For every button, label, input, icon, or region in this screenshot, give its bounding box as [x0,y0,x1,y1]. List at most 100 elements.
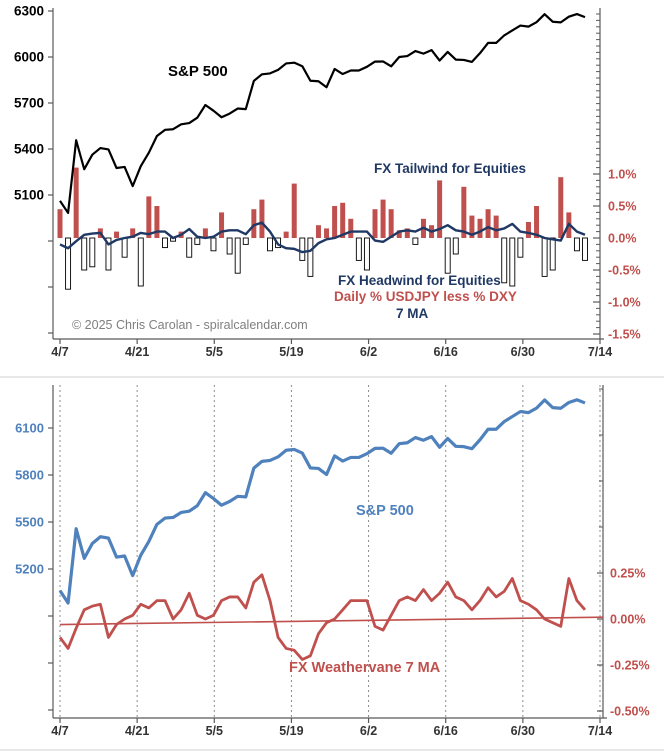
fx-bar-positive [404,228,410,238]
daily-fx-bars [57,167,588,290]
top-y-left-label: 6300 [14,4,44,19]
fx-bar-positive [57,209,63,238]
fx-bar-negative [444,237,451,274]
fx-bar-negative [501,237,508,284]
top-y-right-label: 0.0% [608,232,637,246]
bottom-y-left-label: 6100 [15,421,44,436]
bottom-sp500-label: S&P 500 [356,503,414,519]
fx-bar-positive [348,218,354,238]
fx-bar-negative [186,237,193,258]
bottom-x-label: 5/5 [206,724,223,738]
bottom-x-label: 6/16 [434,724,458,738]
fx-bar-negative [226,237,233,255]
fx-bar-positive [469,215,475,238]
weathervane-line [58,573,587,661]
fx-bar-negative [509,237,516,287]
fx-bar-negative [242,237,249,245]
fx-bar-negative [517,237,524,258]
fx-bar-negative [299,237,306,261]
daily-series-label: Daily % USDJPY less % DXY [334,289,517,304]
fx-bar-positive [283,231,289,238]
fx-bar-positive [437,180,443,238]
fx-bar-positive [380,199,386,238]
fx-bar-positive [396,230,402,238]
bottom-x-label: 4/7 [51,724,68,738]
fx-bar-positive [525,222,531,238]
sp500-line-top [59,12,586,215]
fx-bar-negative [267,237,273,252]
bottom-y-right-label: 0.25% [610,567,645,581]
bottom-y-left-label: 5800 [15,468,44,483]
sp500-line-bottom [58,398,586,605]
bottom-x-label: 7/14 [588,724,612,738]
fx-bar-positive [485,209,491,238]
fx-bar-negative [549,237,556,271]
fx-bar-positive [324,228,330,238]
fx-bar-negative [65,237,72,290]
fx-bar-negative [582,237,588,261]
fx-bar-negative [121,237,128,258]
top-x-label: 4/21 [125,345,149,359]
fx-bar-positive [73,167,79,238]
top-sp500-label: S&P 500 [168,63,228,80]
fx-bar-positive [202,228,208,238]
bottom-sp500-line-group [58,398,586,605]
bottom-x-label: 4/21 [125,724,149,738]
bottom-x-label: 5/19 [279,724,303,738]
fx-bar-positive [493,215,499,238]
top-y-left-label: 5100 [14,188,44,203]
copyright-text: © 2025 Chris Carolan - spiralcalendar.co… [72,318,308,332]
bottom-y-right-label: -0.50% [610,705,650,719]
ma7-label: 7 MA [396,306,429,321]
top-x-label: 5/19 [279,345,303,359]
fx-bar-positive [315,225,321,238]
top-x-label: 6/16 [434,345,458,359]
fx-bar-positive [154,206,160,238]
fx-bar-negative [452,237,459,255]
fx-bar-negative [412,237,419,245]
fx-bar-positive [558,177,564,238]
top-sp500-line [59,12,586,215]
fx-bar-negative [210,237,217,252]
top-x-label: 5/5 [206,345,223,359]
top-x-label: 4/7 [51,345,68,359]
top-y-left-label: 5700 [14,96,44,111]
top-y-right-label: -0.5% [608,264,641,278]
top-y-right-label: -1.0% [608,296,641,310]
fx-bar-negative [573,237,580,252]
fx-bar-positive [340,202,346,238]
top-x-label: 6/30 [511,345,535,359]
fx-bar-positive [291,183,297,238]
bottom-chart-axes: 6100 5800 5500 5200 0.25% 0.00% -0.25% -0.50% 4/… [15,385,650,738]
fx-bar-negative [363,237,370,271]
bottom-y-left-label: 5500 [15,515,44,530]
fx-bar-positive [372,209,378,238]
top-x-label: 6/2 [360,345,377,359]
fx-bar-negative [81,237,88,271]
bottom-y-right-label: -0.25% [610,659,650,673]
fx-bar-negative [89,237,96,268]
fx-headwind-label: FX Headwind for Equities [338,273,501,288]
top-y-right-label: 0.5% [608,200,637,214]
ma7-line [59,221,586,254]
fx-bar-negative [234,237,241,274]
fx-bar-negative [137,237,144,287]
fx-bar-positive [146,196,152,238]
bottom-y-right-label: 0.00% [610,613,645,627]
fx-bar-positive [534,206,540,238]
top-y-right-label: -1.5% [608,328,641,342]
bottom-x-label: 6/2 [360,724,377,738]
fx-bar-positive [477,218,483,238]
fx-bar-negative [105,237,112,271]
top-x-label: 7/14 [588,345,612,359]
fx-bar-positive [251,209,257,238]
top-chart-axes: 6300 6000 5700 5400 5100 1.0% 0.5% 0.0% -0.5% -1.… [14,4,641,360]
top-y-right-label: 1.0% [608,168,637,182]
bottom-x-label: 6/30 [511,724,535,738]
fx-tailwind-label: FX Tailwind for Equities [374,161,527,176]
fx-weathervane-label: FX Weathervane 7 MA [289,660,441,676]
bottom-y-left-label: 5200 [15,562,44,577]
top-y-left-label: 5400 [14,142,44,157]
